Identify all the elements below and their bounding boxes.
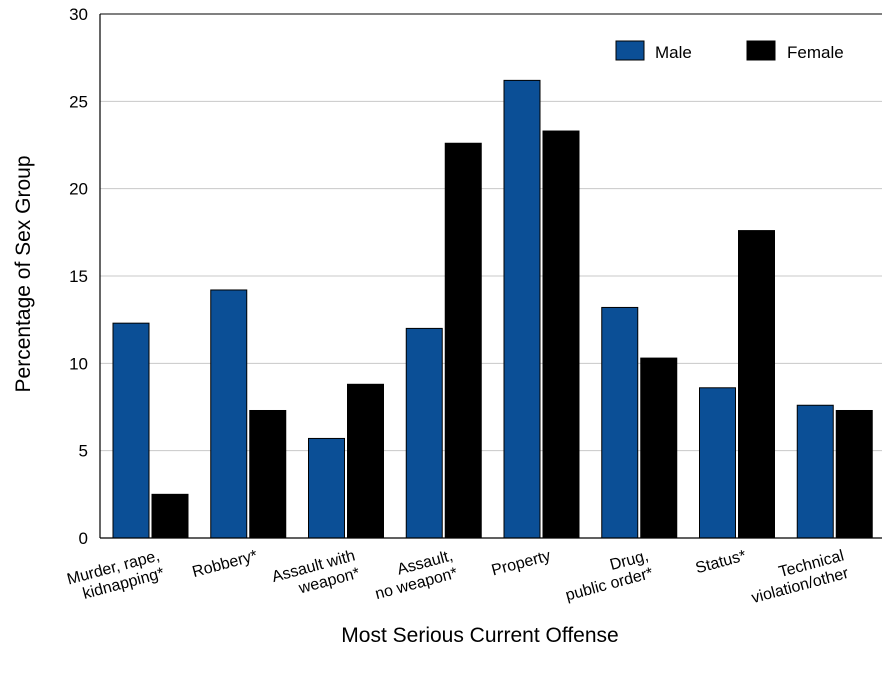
y-tick-label: 20: [69, 180, 88, 199]
bar-male: [503, 79, 541, 539]
y-tick-label: 0: [79, 529, 88, 548]
y-axis-title: Percentage of Sex Group: [12, 156, 35, 393]
bar-male: [601, 306, 639, 539]
bar-female: [151, 493, 189, 539]
bar-male: [699, 387, 736, 539]
y-tick-labels: 0 5 10 15 20 25 30: [69, 5, 88, 548]
x-category-label: Drug,public order*: [559, 547, 655, 604]
legend-swatch-male: [615, 40, 645, 61]
bar-female: [738, 230, 775, 539]
x-category-label: Status*: [694, 547, 748, 577]
x-axis-title: Most Serious Current Offense: [341, 624, 618, 647]
x-category-label: Property: [490, 547, 553, 579]
bar-female: [835, 409, 873, 539]
x-category-label: Technicalviolation/other: [745, 547, 851, 607]
x-category-label: Robbery*: [190, 547, 259, 581]
x-category-label: Assault,no weapon*: [369, 547, 460, 603]
legend-label-male: Male: [655, 43, 692, 62]
bar-female: [444, 142, 482, 539]
x-category-labels: Murder, rape,kidnapping* Robbery* Assault …: [65, 547, 851, 607]
y-tick-label: 10: [69, 354, 88, 373]
bar-female: [249, 409, 287, 539]
y-tick-label: 15: [69, 267, 88, 286]
bar-female: [347, 383, 384, 539]
bar-male: [112, 322, 150, 539]
y-tick-label: 30: [69, 5, 88, 24]
bar-male: [796, 404, 834, 539]
bar-female: [640, 357, 678, 539]
bars: [112, 79, 873, 539]
bar-male: [308, 437, 345, 539]
bar-male: [405, 327, 443, 539]
x-category-label: Assault withweapon*: [270, 547, 362, 603]
x-category-label: Murder, rape,kidnapping*: [65, 547, 166, 605]
axes: [99, 13, 882, 539]
legend-swatch-female: [746, 40, 776, 61]
bar-female: [542, 130, 580, 539]
y-tick-label: 25: [69, 92, 88, 111]
legend-label-female: Female: [787, 43, 844, 62]
legend: Male Female: [615, 40, 844, 62]
bar-male: [210, 289, 248, 539]
y-tick-label: 5: [79, 442, 88, 461]
